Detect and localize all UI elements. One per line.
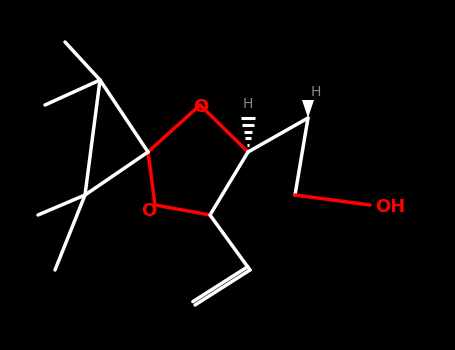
Text: O: O (142, 202, 157, 220)
Polygon shape (302, 100, 314, 118)
Text: H: H (243, 97, 253, 111)
Text: H: H (311, 85, 321, 99)
Text: OH: OH (375, 198, 405, 216)
Text: O: O (193, 98, 209, 116)
